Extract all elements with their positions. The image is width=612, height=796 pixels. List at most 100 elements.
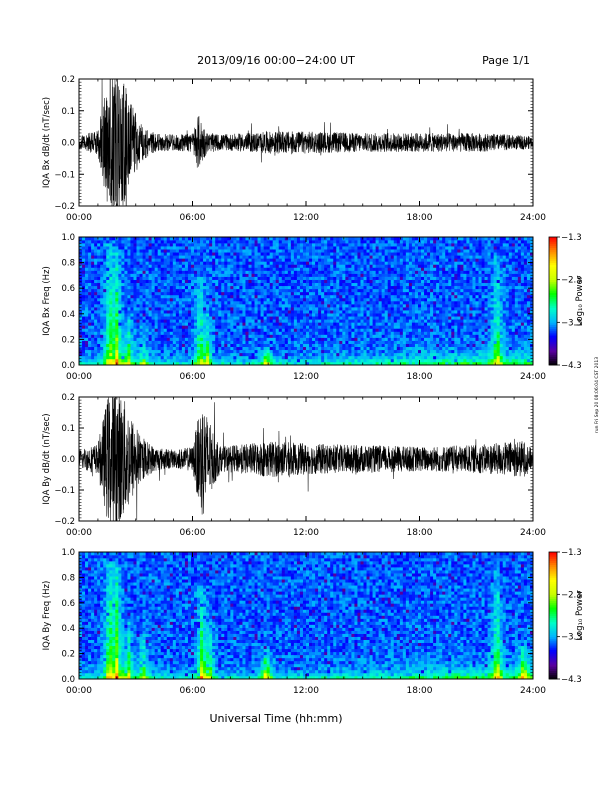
cell [184,294,189,299]
cell [384,325,389,329]
cell [278,313,283,317]
cell [157,355,162,360]
cell [82,343,86,348]
cell [212,313,216,317]
cell [136,319,140,323]
cell [151,249,155,253]
cell [257,270,261,274]
cell [299,352,304,357]
cell [257,297,261,302]
cell [290,310,295,314]
cell [91,304,95,308]
cell [184,243,189,247]
cell [421,267,425,271]
cell [254,264,258,268]
cell [336,282,340,287]
cell [351,325,355,329]
cell [321,237,325,241]
cell [327,325,331,329]
cell [369,249,373,253]
cell [103,319,107,323]
cell [221,285,225,290]
cell [82,294,86,299]
cell [330,361,334,366]
cell [390,358,395,363]
cell [369,313,373,317]
cell [293,325,298,329]
cell [351,340,355,344]
cell [381,325,385,329]
cell [384,319,389,323]
cell [430,334,434,338]
cell [433,340,437,344]
cell [366,246,370,250]
cell [272,276,277,280]
cell [396,240,401,244]
cell [266,337,270,341]
cell [299,343,304,348]
cell [215,261,219,265]
cell [248,346,252,351]
cell [121,313,125,317]
cell [97,337,101,341]
cell [154,322,158,326]
cell [169,294,174,299]
cell [139,352,143,357]
cell [233,355,237,360]
cell [411,304,416,308]
cell [112,310,116,314]
cell [175,270,180,274]
cell [296,334,301,338]
cell [206,334,210,338]
cell [327,346,331,351]
cell [212,288,216,293]
cell [88,249,92,253]
cell [263,331,267,335]
cell [194,301,198,305]
cell [281,291,286,296]
cell [293,343,298,348]
cell [290,297,295,302]
cell [181,285,186,290]
cell [327,334,331,338]
cell [375,319,379,323]
cell [142,282,146,287]
cell [306,294,310,299]
cell [94,307,98,311]
cell [124,340,128,344]
cell [287,337,292,341]
cell [206,288,210,293]
cell [284,343,289,348]
cell [290,307,295,311]
cell [82,334,86,338]
cell [145,255,149,259]
cell [127,249,131,253]
cell [333,249,337,253]
cell [417,328,422,332]
cell [88,273,92,277]
cell [312,340,316,344]
cell [209,273,213,277]
cell [178,301,183,305]
cell [200,279,204,284]
cell [157,304,162,308]
cell [194,304,198,308]
cell [148,361,152,366]
cell [160,264,165,268]
cell [139,331,143,335]
cell [115,294,119,299]
cell [127,331,131,335]
cell [414,331,419,335]
cell [145,355,149,360]
cell [248,276,252,280]
cell [106,349,110,354]
cell [366,237,370,241]
cell [181,346,186,351]
cell [302,358,307,363]
cell [417,343,422,348]
cell [166,258,171,262]
cell [212,331,216,335]
cell [393,285,398,290]
cell [417,297,422,302]
cell [172,279,177,284]
